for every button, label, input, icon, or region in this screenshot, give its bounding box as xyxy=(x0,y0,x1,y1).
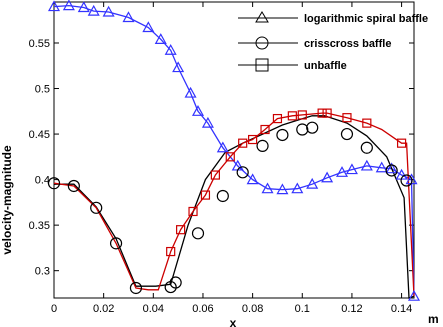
data-point-unbaffle xyxy=(342,113,352,123)
data-point-logarithmic-spiral-baffle xyxy=(191,105,205,116)
data-point-logarithmic-spiral-baffle xyxy=(407,289,421,301)
legend-entry-unbaffle: unbaffle xyxy=(238,58,347,72)
data-point-unbaffle xyxy=(362,118,372,128)
data-point-logarithmic-spiral-baffle xyxy=(184,86,197,98)
data-point-logarithmic-spiral-baffle xyxy=(335,166,349,177)
data-point-logarithmic-spiral-baffle xyxy=(321,171,334,183)
data-point-logarithmic-spiral-baffle xyxy=(246,173,259,185)
x-tick-label: 0.12 xyxy=(341,303,362,315)
data-point-logarithmic-spiral-baffle xyxy=(142,21,155,33)
x-tick-label: 0.06 xyxy=(192,303,213,315)
data-point-logarithmic-spiral-baffle xyxy=(345,163,358,175)
data-point-unbaffle xyxy=(260,124,270,135)
x-axis-unit-label: m xyxy=(428,312,439,326)
y-tick-label: 0.45 xyxy=(29,129,50,141)
data-point-crisscross-baffle xyxy=(256,139,269,153)
data-point-logarithmic-spiral-baffle xyxy=(385,162,398,174)
data-point-logarithmic-spiral-baffle xyxy=(261,182,274,194)
data-point-logarithmic-spiral-baffle xyxy=(201,116,214,128)
plot-frame xyxy=(53,1,415,299)
data-point-unbaffle xyxy=(166,246,176,257)
x-tick-label: 0.02 xyxy=(93,303,114,315)
legend-entry-crisscross-baffle: crisscross baffle xyxy=(238,36,391,50)
data-point-unbaffle xyxy=(272,113,283,124)
data-point-logarithmic-spiral-baffle xyxy=(62,0,75,11)
data-point-logarithmic-spiral-baffle xyxy=(375,161,388,173)
x-axis-label: x xyxy=(230,316,237,327)
x-tick-labels: 0 0.02 0.04 0.06 0.08 0.1 0.12 0.14 xyxy=(51,303,412,315)
data-point-crisscross-baffle xyxy=(67,179,80,193)
y-tick-label: 0.55 xyxy=(29,38,50,50)
y-axis-label: velocity-magnitude xyxy=(0,145,14,255)
data-point-unbaffle xyxy=(248,134,258,145)
y-tick-label: 0.3 xyxy=(35,266,50,278)
data-point-unbaffle xyxy=(210,170,220,180)
data-point-logarithmic-spiral-baffle xyxy=(360,159,373,171)
data-point-logarithmic-spiral-baffle xyxy=(172,61,185,73)
data-point-logarithmic-spiral-baffle xyxy=(164,44,177,55)
data-point-logarithmic-spiral-baffle xyxy=(87,4,100,16)
x-tick-label: 0 xyxy=(51,303,57,315)
data-point-crisscross-baffle xyxy=(109,237,123,250)
data-point-logarithmic-spiral-baffle xyxy=(77,1,90,13)
y-tick-label: 0.5 xyxy=(35,84,50,96)
data-point-crisscross-baffle xyxy=(216,189,229,203)
y-tick-labels: 0.3 0.35 0.4 0.45 0.5 0.55 xyxy=(29,38,50,278)
series-line-unbaffle xyxy=(53,112,415,297)
data-point-crisscross-baffle xyxy=(385,164,398,177)
data-point-crisscross-baffle xyxy=(276,128,289,142)
legend-label-logarithmic-spiral-baffle: logarithmic spiral baffle xyxy=(304,13,428,25)
legend-entry-logarithmic-spiral-baffle: logarithmic spiral baffle xyxy=(238,11,428,25)
y-tick-label: 0.4 xyxy=(35,175,50,187)
legend-label-unbaffle: unbaffle xyxy=(304,60,347,72)
series-markers xyxy=(47,0,421,301)
data-point-unbaffle xyxy=(238,138,248,148)
data-point-crisscross-baffle xyxy=(306,121,319,134)
x-tick-label: 0.04 xyxy=(143,303,164,315)
data-point-logarithmic-spiral-baffle xyxy=(154,33,167,44)
legend-label-crisscross-baffle: crisscross baffle xyxy=(304,38,391,50)
data-point-unbaffle xyxy=(317,108,327,118)
data-point-crisscross-baffle xyxy=(129,281,143,295)
data-point-logarithmic-spiral-baffle xyxy=(216,141,229,153)
data-point-unbaffle xyxy=(322,108,332,118)
data-point-logarithmic-spiral-baffle xyxy=(306,177,319,189)
data-point-logarithmic-spiral-baffle xyxy=(47,0,61,12)
data-point-crisscross-baffle xyxy=(47,177,61,190)
data-point-unbaffle xyxy=(396,138,407,148)
data-point-unbaffle xyxy=(287,111,297,121)
x-tick-label: 0.08 xyxy=(242,303,263,315)
data-point-crisscross-baffle xyxy=(191,227,205,240)
y-tick-label: 0.35 xyxy=(29,220,50,232)
x-tick-label: 0.1 xyxy=(295,303,310,315)
data-point-unbaffle xyxy=(188,206,198,217)
data-point-crisscross-baffle xyxy=(340,127,354,141)
data-point-logarithmic-spiral-baffle xyxy=(276,183,289,195)
series-lines xyxy=(53,4,415,299)
data-point-crisscross-baffle xyxy=(360,141,373,154)
data-point-crisscross-baffle xyxy=(236,166,249,179)
data-point-crisscross-baffle xyxy=(400,174,413,187)
data-point-unbaffle xyxy=(225,152,235,162)
data-point-crisscross-baffle xyxy=(169,276,182,289)
data-point-crisscross-baffle xyxy=(296,123,309,136)
chart-legend: logarithmic spiral baffle crisscross baf… xyxy=(238,11,428,72)
data-point-crisscross-baffle xyxy=(90,201,103,214)
data-point-logarithmic-spiral-baffle xyxy=(102,5,115,17)
x-tick-label: 0.14 xyxy=(391,303,412,315)
data-point-unbaffle xyxy=(200,190,211,200)
data-point-logarithmic-spiral-baffle xyxy=(291,182,304,194)
data-point-logarithmic-spiral-baffle xyxy=(122,11,135,23)
series-line-logarithmic-spiral-baffle xyxy=(53,4,415,297)
data-point-unbaffle xyxy=(297,110,307,120)
series-line-crisscross-baffle xyxy=(54,115,415,299)
data-point-unbaffle xyxy=(176,225,186,235)
